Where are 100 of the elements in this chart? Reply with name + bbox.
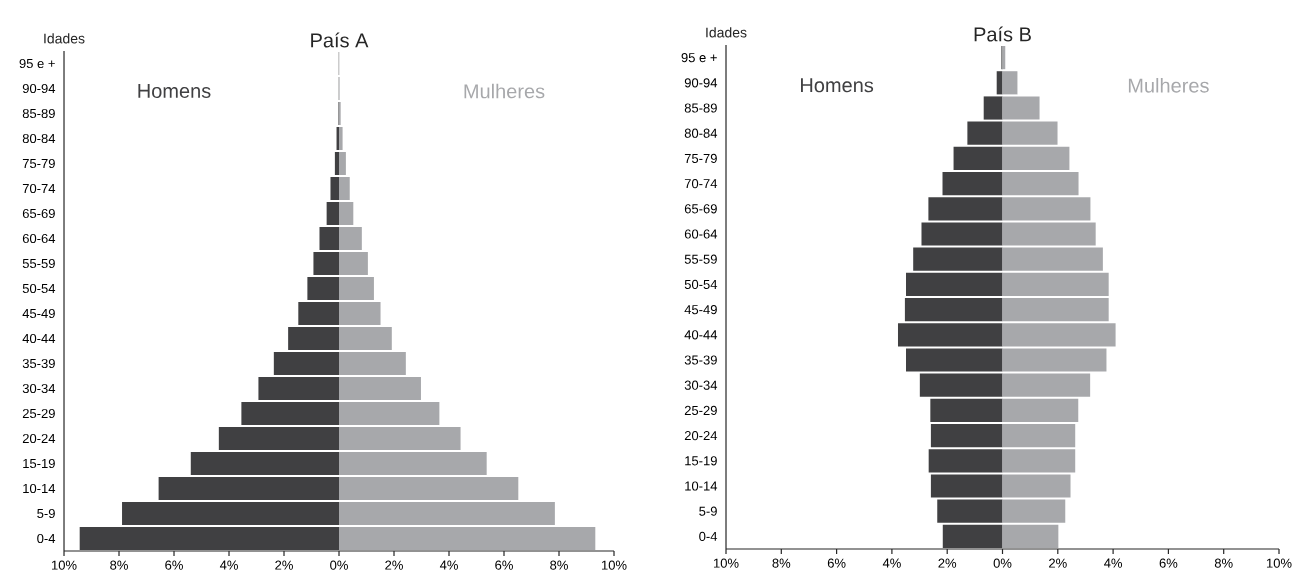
x-tick-label: 4% <box>439 560 458 570</box>
bar <box>313 252 340 275</box>
x-tick-label: 8% <box>110 560 128 570</box>
bar <box>339 202 354 225</box>
text: Homens <box>801 78 874 93</box>
bar <box>937 499 1003 523</box>
bar <box>339 327 392 350</box>
y-tick-label: 0-4 <box>699 531 718 541</box>
bar <box>1002 524 1059 548</box>
bar <box>919 373 1003 397</box>
chart-title: País B <box>974 26 1031 42</box>
y-tick-label: 65-69 <box>22 208 55 219</box>
bar <box>339 502 555 525</box>
text: Mulheres <box>464 83 545 99</box>
bar <box>913 247 1003 271</box>
bar <box>1002 499 1066 523</box>
y-tick-label: 85-89 <box>684 103 717 113</box>
x-tick-label: 6% <box>1159 558 1178 568</box>
bar <box>339 252 368 275</box>
bar <box>983 96 1003 120</box>
bar <box>897 323 1003 347</box>
y-tick-label: 80-84 <box>22 133 56 144</box>
x-tick-label: 0% <box>330 560 348 570</box>
x-tick-label: 10% <box>51 560 77 570</box>
y-tick-label: 65-69 <box>684 204 717 214</box>
y-tick-label: 80-84 <box>684 128 718 138</box>
text: Mulheres <box>1128 77 1209 93</box>
y-tick-label: 60-64 <box>22 233 56 244</box>
bar <box>339 477 519 500</box>
bar <box>190 452 340 475</box>
x-tick-label: 2% <box>938 558 957 568</box>
bar <box>953 146 1003 170</box>
y-tick-label: 35-39 <box>22 358 55 369</box>
bar <box>79 527 340 550</box>
bar <box>904 298 1003 322</box>
y-tick-label: 40-44 <box>684 330 718 340</box>
bar <box>1002 424 1076 448</box>
y-tick-label: 70-74 <box>684 179 718 189</box>
y-tick-label: 95 e + <box>19 58 55 69</box>
bar <box>339 152 346 175</box>
bar <box>1002 71 1018 95</box>
bar <box>1002 373 1091 397</box>
bar <box>1002 272 1109 296</box>
x-tick-label: 10% <box>601 560 627 570</box>
bar <box>334 152 340 175</box>
bar <box>1002 96 1040 120</box>
bar <box>967 121 1003 145</box>
y-tick-label: 15-19 <box>685 456 717 466</box>
bar <box>273 352 340 375</box>
y-tick-label: 5-9 <box>699 506 717 516</box>
bar <box>1002 121 1058 145</box>
y-tick-label: 50-54 <box>684 279 718 289</box>
y-axis-title: Idades <box>706 27 747 38</box>
bar <box>921 222 1003 246</box>
y-axis-title: Idades <box>44 33 85 44</box>
x-tick-label: 6% <box>495 560 513 570</box>
x-tick-label: 8% <box>772 558 791 568</box>
bar <box>1002 323 1116 347</box>
x-tick-label: 10% <box>713 558 739 568</box>
bar <box>307 277 340 300</box>
bar <box>928 449 1003 473</box>
bar <box>258 377 340 400</box>
bar <box>158 477 340 500</box>
x-tick-label: 8% <box>1214 558 1233 568</box>
y-tick-label: 50-54 <box>22 283 56 294</box>
x-tick-label: 4% <box>882 558 901 568</box>
y-tick-label: 45-49 <box>684 305 717 315</box>
bar <box>1002 474 1071 498</box>
bar <box>1002 172 1079 196</box>
y-tick-label: 25-29 <box>22 408 55 419</box>
bar <box>122 502 340 525</box>
bar <box>288 327 340 350</box>
y-tick-label: 85-89 <box>22 108 55 119</box>
bar <box>339 352 406 375</box>
y-tick-label: 30-34 <box>22 383 56 394</box>
x-tick-label: 8% <box>550 560 568 570</box>
bar <box>339 527 596 550</box>
bar <box>339 302 381 325</box>
y-tick-label: 90-94 <box>22 83 56 94</box>
x-tick-label: 2% <box>385 560 403 570</box>
y-tick-label: 35-39 <box>684 355 717 365</box>
bar <box>1002 247 1103 271</box>
bar <box>930 474 1003 498</box>
bar <box>339 127 343 150</box>
bar <box>1002 398 1079 422</box>
x-tick-label: 2% <box>275 560 293 570</box>
chart-title: País A <box>311 32 369 48</box>
bar <box>1002 197 1091 221</box>
y-tick-label: 70-74 <box>22 183 56 194</box>
bar <box>930 424 1003 448</box>
x-tick-label: 0% <box>993 558 1012 568</box>
x-tick-label: 6% <box>165 560 183 570</box>
bar <box>298 302 340 325</box>
bar <box>218 427 340 450</box>
bar <box>326 202 340 225</box>
bar <box>1002 348 1107 372</box>
y-tick-label: 60-64 <box>684 229 718 239</box>
x-tick-label: 2% <box>1049 558 1067 568</box>
x-tick-label: 4% <box>1104 558 1123 568</box>
x-tick-label: 4% <box>219 560 238 570</box>
